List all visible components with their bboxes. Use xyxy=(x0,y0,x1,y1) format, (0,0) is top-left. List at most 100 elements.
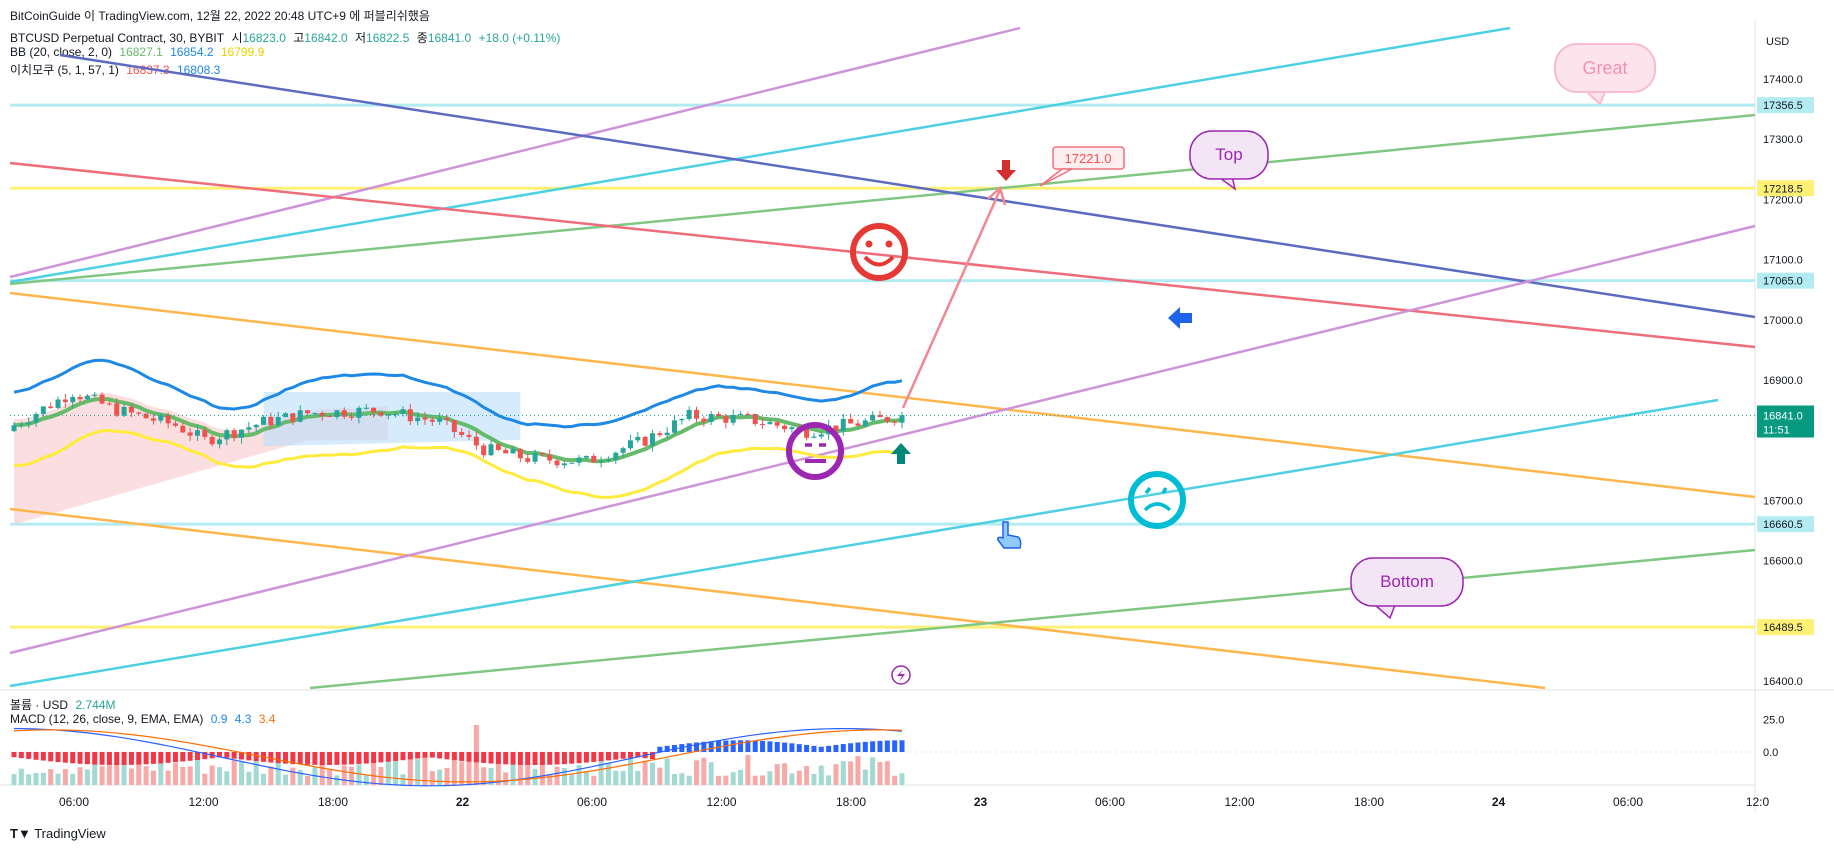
macd-hist-36 xyxy=(275,752,281,764)
macd-line-value: 4.3 xyxy=(234,712,252,726)
candles xyxy=(11,391,905,469)
macd-hist-69 xyxy=(517,752,523,765)
volume-bar-43 xyxy=(327,769,333,785)
price-axis[interactable]: 17400.0 17300.0 17200.0 17100.0 17000.0 16900… xyxy=(10,74,1814,688)
candle-body-82 xyxy=(613,452,619,460)
candle-body-81 xyxy=(605,459,611,461)
attribution: BitCoinGuide 이 TradingView.com, 12월 22, … xyxy=(10,9,430,23)
volume-bar-99 xyxy=(738,769,744,785)
volume-bar-85 xyxy=(635,770,641,785)
lightning-icon[interactable] xyxy=(891,665,911,685)
macd-hist-85 xyxy=(635,752,641,758)
candle-body-83 xyxy=(620,448,626,453)
volume-bar-55 xyxy=(415,759,421,785)
trendline-green-upper[interactable] xyxy=(9,113,1756,286)
volume-bar-73 xyxy=(547,774,553,785)
trendline-green-lower[interactable] xyxy=(309,548,1756,690)
arrow-up-icon[interactable] xyxy=(891,443,911,464)
macd-hist-value: 0.9 xyxy=(210,712,228,726)
volume-bar-24 xyxy=(187,766,193,785)
macd-hist-70 xyxy=(525,752,531,765)
trendline-purple-upper[interactable] xyxy=(9,26,1021,279)
macd-hist-18 xyxy=(143,752,149,765)
candle-body-44 xyxy=(334,410,340,418)
macd-hist-87 xyxy=(649,752,655,760)
macd-hist-24 xyxy=(187,752,193,761)
macd-hist-121 xyxy=(899,740,905,752)
trendline-navy[interactable] xyxy=(59,53,1756,319)
trendline-orange-upper[interactable] xyxy=(9,291,1756,499)
candle-body-112 xyxy=(833,425,839,432)
candle-body-48 xyxy=(363,407,369,409)
countdown-label: 11:51 xyxy=(1763,425,1790,437)
symbol-name[interactable]: BTCUSD Perpetual Contract, 30, BYBIT xyxy=(10,31,225,45)
candle-body-24 xyxy=(187,432,193,436)
candle-body-46 xyxy=(349,416,355,418)
macd-hist-53 xyxy=(400,752,406,761)
candle-body-106 xyxy=(789,427,795,430)
macd-hist-40 xyxy=(305,752,311,765)
great-callout[interactable]: Great xyxy=(1554,43,1656,106)
neutral-face-icon[interactable] xyxy=(786,422,844,480)
volume-bar-100 xyxy=(745,755,751,785)
macd-hist-4 xyxy=(40,752,46,761)
macd-hist-10 xyxy=(84,752,90,765)
volume-bar-64 xyxy=(481,767,487,785)
time-axis[interactable]: 06:00 12:00 18:00 22 06:00 12:00 18:00 23 06:00 1… xyxy=(59,795,1770,809)
arrow-left-icon[interactable] xyxy=(1168,307,1192,329)
macd-label: MACD (12, 26, close, 9, EMA, EMA) xyxy=(10,712,204,726)
trendline-cyan-lower[interactable] xyxy=(9,398,1719,688)
macd-hist-9 xyxy=(77,752,83,764)
time-tick-8: 06:00 xyxy=(1095,795,1125,809)
volume-bar-89 xyxy=(664,758,670,785)
price-label-2: 17065.0 xyxy=(1763,276,1803,288)
volume-bar-93 xyxy=(694,760,700,785)
candle-body-84 xyxy=(627,440,633,449)
candle-body-58 xyxy=(437,418,443,422)
volume-bar-113 xyxy=(840,761,846,785)
macd-hist-56 xyxy=(422,752,428,758)
macd-hist-60 xyxy=(451,752,457,761)
volume-bar-81 xyxy=(605,762,611,785)
target-price-callout[interactable]: 17221.0 xyxy=(1039,146,1125,187)
candle-body-47 xyxy=(356,407,362,418)
arrow-down-icon[interactable] xyxy=(996,160,1016,181)
macd-hist-51 xyxy=(385,752,391,762)
volume-bar-67 xyxy=(503,772,509,785)
volume-bar-77 xyxy=(576,765,582,785)
volume-legend[interactable]: 볼륨 · USD 2.744M xyxy=(10,696,119,713)
pointing-hand-icon[interactable] xyxy=(997,521,1022,549)
bb-legend[interactable]: BB (20, close, 2, 0) 16827.1 16854.2 167… xyxy=(10,45,268,59)
volume-bar-58 xyxy=(437,769,443,785)
dizzy-face-icon[interactable] xyxy=(1128,471,1186,529)
candle-body-35 xyxy=(268,416,274,426)
candle-body-103 xyxy=(767,422,773,425)
candle-body-57 xyxy=(429,419,435,422)
candle-body-28 xyxy=(216,439,222,445)
macd-legend[interactable]: MACD (12, 26, close, 9, EMA, EMA) 0.9 4.… xyxy=(10,712,279,726)
tradingview-brand[interactable]: T▼ TradingView xyxy=(10,826,106,841)
trendline-orange-lower[interactable] xyxy=(9,507,1546,690)
volume-bar-90 xyxy=(671,774,677,785)
forecast-arrow[interactable] xyxy=(901,189,1002,409)
trend-lines[interactable] xyxy=(9,26,1756,690)
macd-hist-94 xyxy=(701,741,707,752)
volume-bar-13 xyxy=(106,765,112,785)
trendline-cyan-upper[interactable] xyxy=(9,26,1511,284)
trendline-purple-lower[interactable] xyxy=(9,224,1756,655)
macd-hist-83 xyxy=(620,752,626,759)
macd-hist-113 xyxy=(840,744,846,752)
trendline-red[interactable] xyxy=(9,161,1756,349)
macd-hist-101 xyxy=(752,740,758,752)
price-label-bg-4 xyxy=(1757,516,1814,533)
candle-body-75 xyxy=(561,463,567,466)
bottom-callout[interactable]: Bottom xyxy=(1350,557,1464,620)
macd-hist-50 xyxy=(378,752,384,763)
happy-face-icon[interactable] xyxy=(850,223,908,281)
candle-body-61 xyxy=(459,431,465,435)
top-callout[interactable]: Top xyxy=(1189,130,1269,191)
candle-body-118 xyxy=(877,414,883,418)
candle-body-108 xyxy=(804,427,810,438)
volume-bar-30 xyxy=(231,759,237,785)
